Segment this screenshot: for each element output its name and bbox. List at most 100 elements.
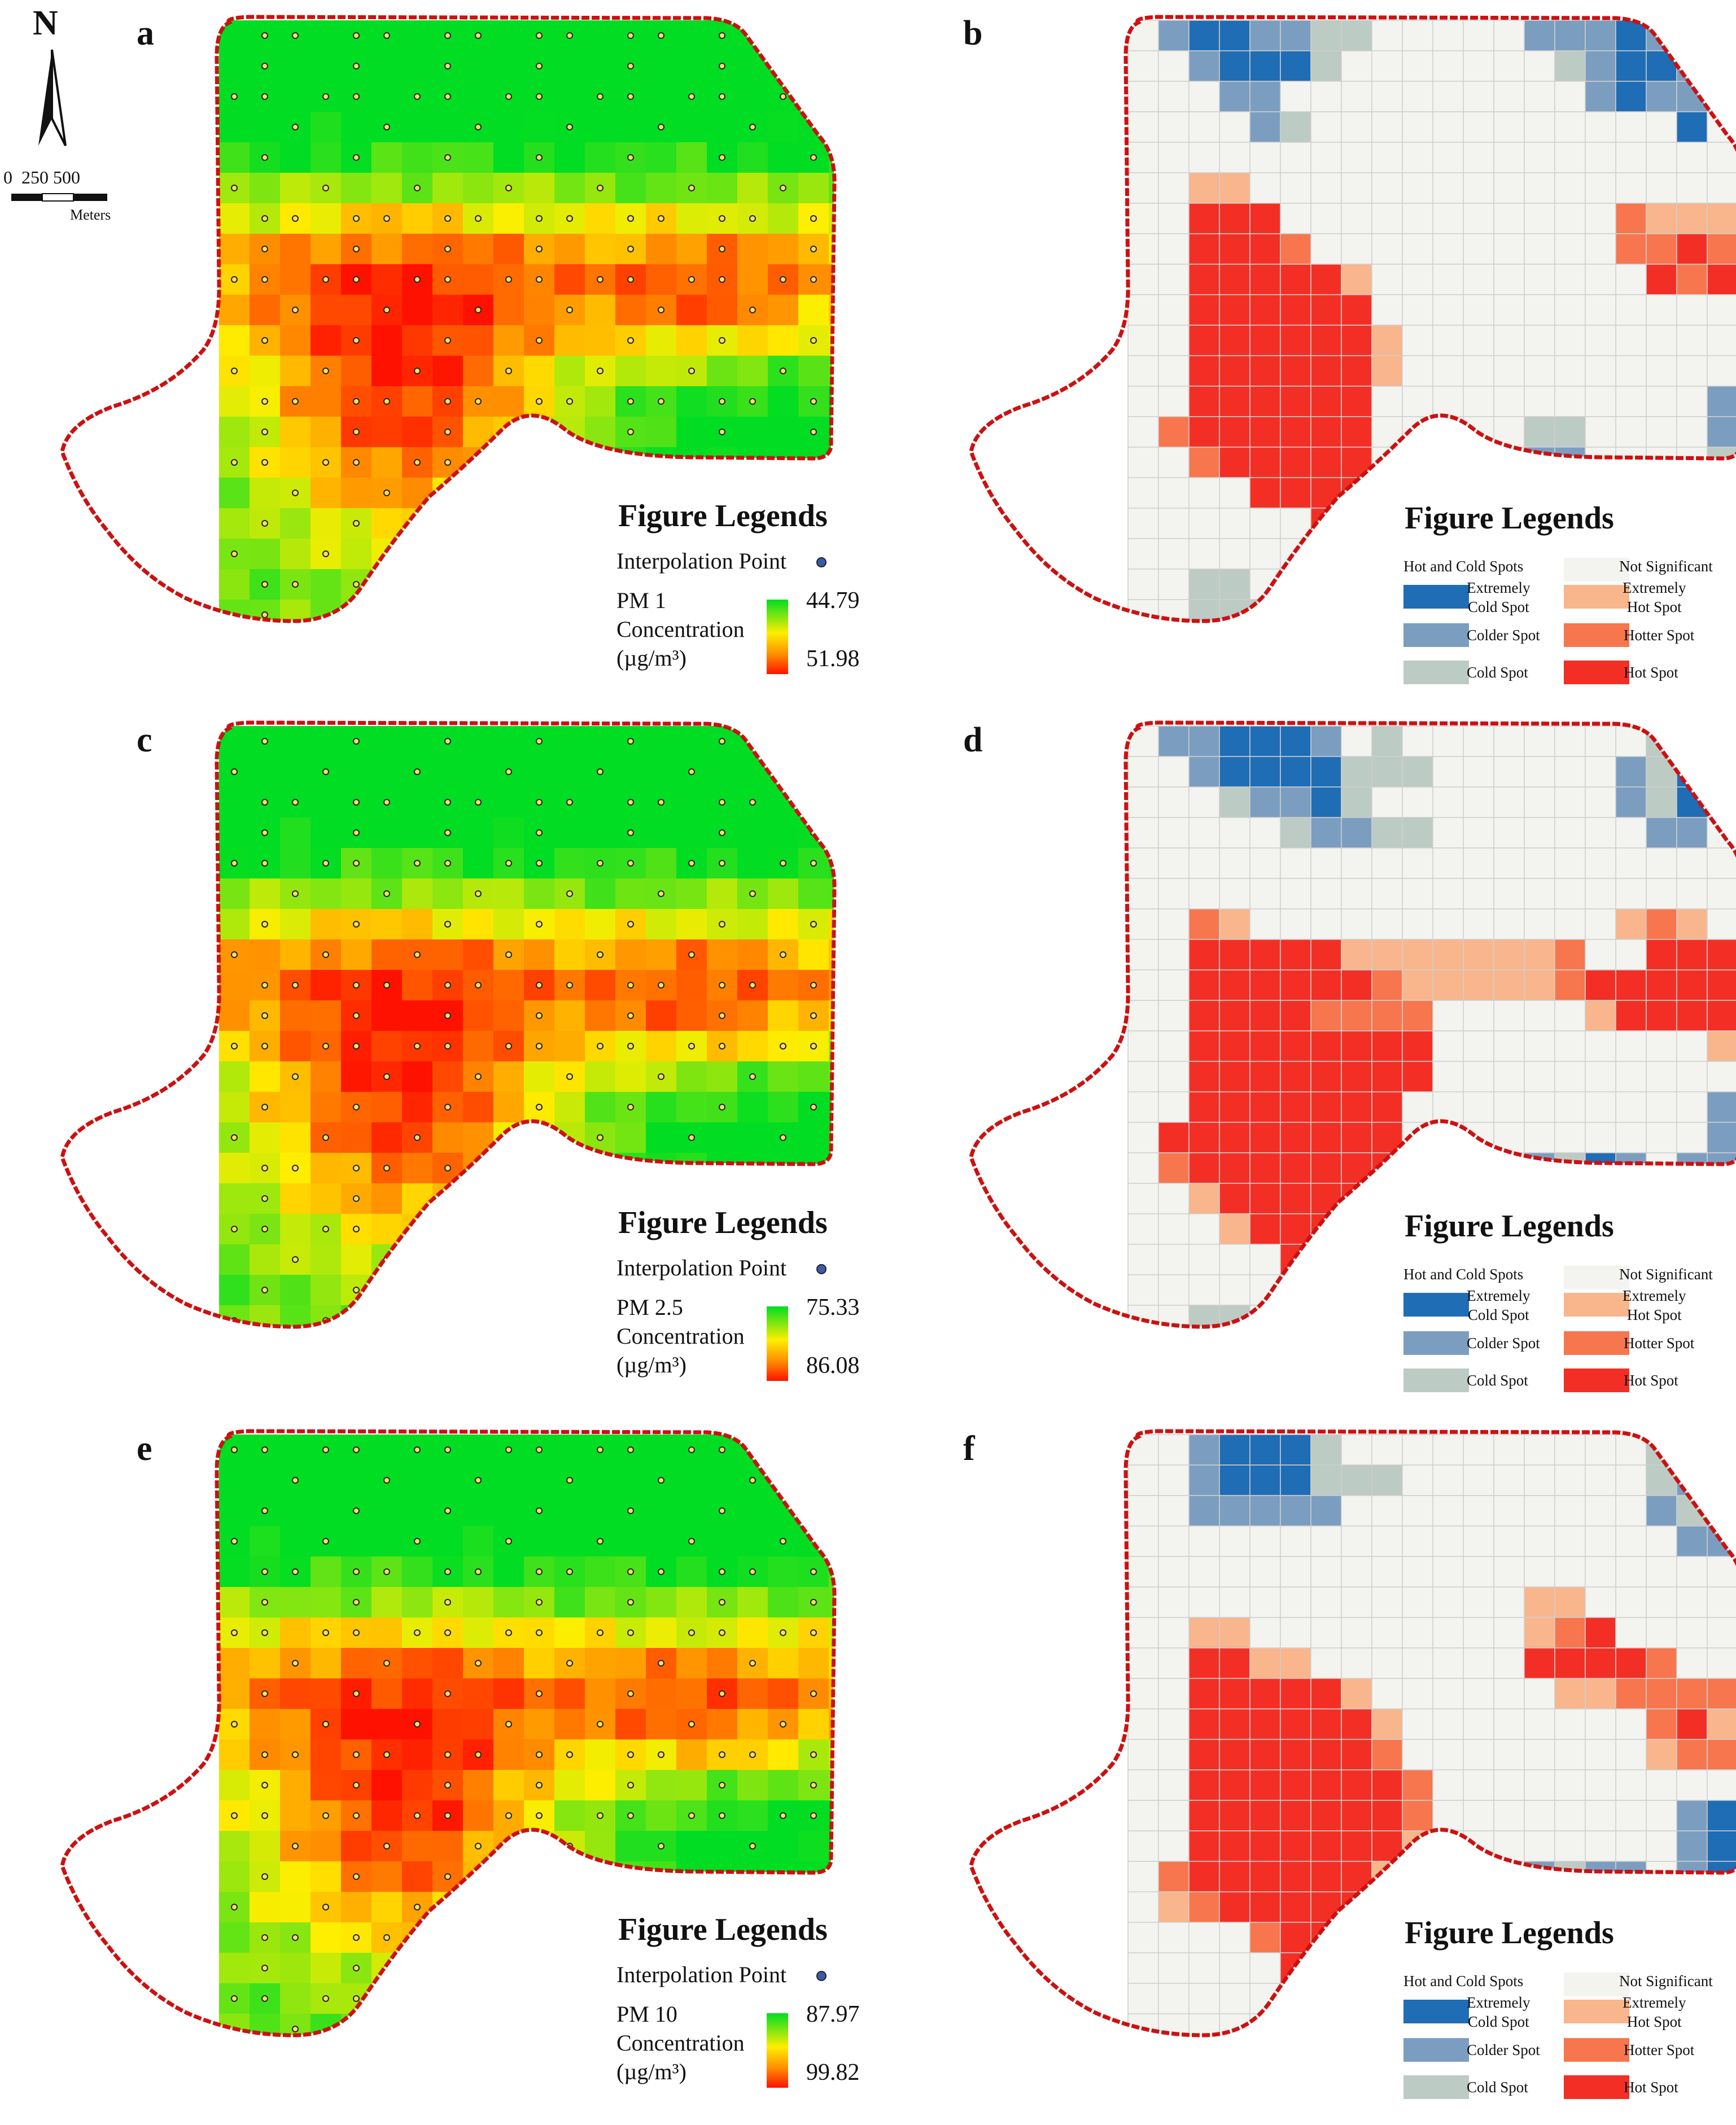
interpolation-point	[353, 982, 360, 989]
hotspot-cell	[1280, 1739, 1311, 1770]
hotspot-cell	[1676, 264, 1708, 295]
concentration-cell	[737, 1678, 768, 1709]
hotspot-cell	[1127, 1891, 1159, 1923]
interpolation-point	[536, 459, 543, 466]
hotspot-cell	[1554, 1586, 1586, 1618]
hotspot-cell	[1249, 817, 1281, 849]
hotspot-cell	[1707, 1617, 1736, 1649]
hotspot-cell	[1615, 325, 1647, 356]
hotspot-cell	[1493, 847, 1525, 879]
interpolation-point	[322, 1226, 329, 1232]
interpolation-point	[536, 1348, 542, 1354]
hotspot-cell	[1371, 1678, 1403, 1709]
study-area-boundary	[60, 720, 837, 1329]
hotspot-cell	[1219, 1830, 1250, 1862]
concentration-cell	[493, 661, 524, 692]
interpolation-point	[261, 1995, 268, 2002]
hotspot-cell	[1127, 416, 1159, 448]
concentration-cell	[646, 1617, 677, 1649]
hotspot-cell	[1463, 20, 1494, 51]
concentration-cell	[524, 569, 555, 600]
legend-title: Figure Legends	[1405, 1916, 1614, 1951]
concentration-cell	[707, 112, 738, 143]
concentration-cell	[493, 1092, 524, 1123]
hotspot-cell	[1341, 1434, 1372, 1466]
hotspot-cell	[1707, 2013, 1736, 2035]
interpolation-point	[597, 1812, 604, 1819]
concentration-cell	[280, 325, 311, 356]
concentration-cell	[798, 51, 829, 82]
label-line: Extremely	[1623, 579, 1686, 596]
interpolation-point	[261, 829, 268, 836]
concentration-cell	[646, 325, 677, 356]
interpolation-point	[261, 1195, 268, 1202]
hotspot-cell	[1310, 1769, 1342, 1801]
interpolation-point	[627, 1751, 634, 1758]
hotspot-cell	[1219, 1617, 1250, 1649]
hotspot-cell	[1585, 50, 1616, 82]
interpolation-point	[810, 246, 817, 252]
hotspot-cell	[1676, 786, 1708, 818]
hotspot-cell	[1188, 1800, 1220, 1831]
concentration-cell	[341, 1465, 372, 1496]
concentration-cell	[371, 1336, 403, 1367]
interpolation-point	[841, 1477, 847, 1483]
interpolation-point	[383, 1843, 390, 1849]
hotspot-cell	[1554, 786, 1586, 818]
hotspot-cell	[1615, 20, 1647, 51]
concentration-cell	[737, 726, 768, 757]
interpolation-point	[261, 1629, 268, 1636]
hotspot-cell	[1158, 817, 1190, 849]
label-hot: Hot Spot	[1624, 1372, 1678, 1389]
hotspot-cell	[1402, 142, 1433, 173]
hotspot-cell	[1310, 1800, 1342, 1831]
hotspot-cell	[1432, 447, 1464, 478]
concentration-cell	[311, 1953, 342, 1984]
hotspot-cell	[1158, 1274, 1190, 1306]
concentration-cell	[829, 1953, 834, 1984]
concentration-cell	[707, 1465, 738, 1496]
hotspot-cell	[1219, 569, 1250, 600]
concentration-cell	[493, 1587, 524, 1618]
interpolation-point	[353, 1934, 360, 1941]
hotspot-cell	[1310, 50, 1342, 82]
concentration-cell	[554, 2014, 585, 2035]
interpolation-point	[322, 1812, 329, 1819]
hotspot-cell	[1249, 1495, 1281, 1527]
hotspot-cell	[1158, 447, 1190, 478]
hotspot-cell	[1585, 786, 1616, 818]
concentration-cell	[219, 569, 250, 600]
hotspot-cell	[1158, 847, 1190, 879]
concentration-cell	[737, 1031, 768, 1062]
hotspot-cell	[1188, 1434, 1220, 1466]
hotspot-cell	[1615, 1000, 1647, 1031]
interpolation-point	[261, 1568, 268, 1575]
hotspot-cell	[1402, 1152, 1433, 1184]
hotspot-cell	[1219, 1769, 1250, 1801]
hotspot-cell	[1219, 1030, 1250, 1062]
hotspot-cell	[1219, 447, 1250, 478]
hotspot-cell	[1127, 1495, 1159, 1527]
concentration-cell	[493, 1061, 524, 1092]
concentration-cell	[371, 356, 403, 387]
interpolation-point	[566, 398, 573, 405]
concentration-cell	[524, 2075, 555, 2106]
concentration-cell	[432, 630, 463, 661]
concentration-cell	[280, 661, 311, 692]
hotspot-cell	[1188, 1983, 1220, 2014]
concentration-cell	[829, 1831, 834, 1862]
concentration-cell	[311, 203, 342, 234]
study-area-boundary	[969, 720, 1736, 1329]
hotspot-cell	[1524, 725, 1555, 757]
legend-title: Figure Legends	[618, 1205, 828, 1240]
hotspot-cell	[1615, 817, 1647, 849]
hotspot-cell	[1646, 294, 1677, 326]
hotspot-cell	[1463, 1769, 1494, 1801]
concentration-cell	[829, 417, 834, 448]
concentration-cell	[432, 1465, 463, 1496]
concentration-cell	[585, 1496, 616, 1527]
interpolation-point	[231, 550, 238, 557]
hotspot-cell	[1707, 20, 1736, 51]
interpolation-point	[810, 276, 817, 283]
concentration-cell	[737, 1861, 768, 1892]
